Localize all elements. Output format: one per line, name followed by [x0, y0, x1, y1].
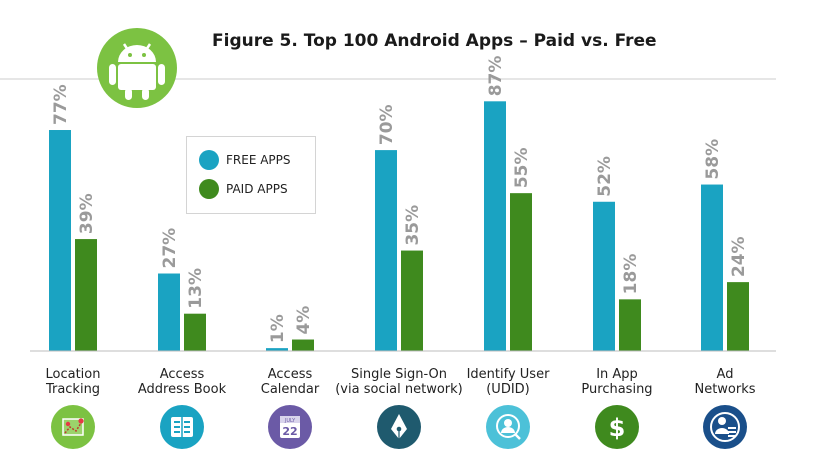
- svg-text:$: $: [609, 414, 626, 442]
- user-info-icon: [703, 405, 747, 449]
- bar-free-7: [701, 184, 723, 351]
- category-label-line: Calendar: [260, 382, 320, 397]
- legend-label-paid: PAID APPS: [226, 182, 288, 196]
- map-pin-icon: [51, 405, 95, 449]
- category-label-5: Identify User (UDID): [443, 367, 573, 397]
- value-label-free-1: 77%: [51, 84, 71, 125]
- pen-nib-icon: [377, 405, 421, 449]
- value-label-paid-2: 13%: [186, 268, 206, 309]
- bar-free-4: [375, 150, 397, 351]
- category-label-line: Purchasing: [581, 382, 653, 397]
- category-label-line: (via social network): [335, 382, 463, 397]
- category-label-7: Ad Networks: [660, 367, 790, 397]
- value-label-free-6: 52%: [595, 156, 615, 197]
- category-label-line: Address Book: [137, 382, 227, 397]
- category-label-line: Tracking: [45, 382, 101, 397]
- category-label-1: Location Tracking: [8, 367, 138, 397]
- bar-paid-6: [619, 299, 641, 351]
- bar-free-3: [266, 348, 288, 351]
- legend-item-paid: PAID APPS: [199, 179, 288, 199]
- value-label-free-5: 87%: [486, 56, 506, 97]
- category-label-line: In App: [596, 367, 638, 382]
- value-label-paid-5: 55%: [512, 147, 532, 188]
- bar-paid-2: [184, 313, 206, 351]
- category-label-line: Access: [267, 367, 313, 382]
- android-robot-icon: [109, 43, 165, 100]
- category-label-2: Access Address Book: [117, 367, 247, 397]
- value-label-paid-3: 4%: [294, 306, 314, 335]
- svg-text:22: 22: [282, 425, 297, 438]
- bar-paid-3: [292, 339, 314, 351]
- value-label-free-2: 27%: [160, 228, 180, 269]
- category-label-line: Ad: [716, 367, 734, 382]
- legend-swatch-free: [199, 150, 219, 170]
- category-label-line: Single Sign-On: [351, 367, 447, 382]
- legend-swatch-paid: [199, 179, 219, 199]
- legend: FREE APPS PAID APPS: [186, 136, 316, 214]
- bar-paid-7: [727, 282, 749, 351]
- bars-layer: [49, 101, 749, 351]
- legend-item-free: FREE APPS: [199, 150, 291, 170]
- chart-title: Figure 5. Top 100 Android Apps – Paid vs…: [212, 31, 657, 51]
- bar-free-1: [49, 130, 71, 351]
- value-label-free-7: 58%: [703, 139, 723, 180]
- bar-free-6: [593, 201, 615, 351]
- value-label-paid-1: 39%: [77, 193, 97, 234]
- category-label-line: Identify User: [466, 367, 550, 382]
- bar-paid-4: [401, 250, 423, 351]
- category-label-line: Access: [159, 367, 205, 382]
- category-label-line: (UDID): [486, 382, 530, 397]
- category-label-6: In App Purchasing: [552, 367, 682, 397]
- value-label-paid-6: 18%: [621, 254, 641, 295]
- value-label-free-3: 1%: [268, 314, 288, 343]
- user-fingerprint-icon: [486, 405, 530, 449]
- value-label-free-4: 70%: [377, 104, 397, 145]
- category-label-line: Location: [45, 367, 101, 382]
- calendar-icon: JULY 22: [268, 405, 312, 449]
- value-label-paid-4: 35%: [403, 205, 423, 246]
- value-label-paid-7: 24%: [729, 236, 749, 277]
- bar-paid-5: [510, 193, 532, 351]
- category-label-line: Networks: [694, 382, 756, 397]
- android-logo: [97, 28, 177, 108]
- svg-text:JULY: JULY: [284, 418, 296, 424]
- address-book-icon: [160, 405, 204, 449]
- category-label-4: Single Sign-On (via social network): [334, 367, 464, 397]
- bar-free-2: [158, 273, 180, 351]
- bar-paid-1: [75, 239, 97, 351]
- category-label-3: Access Calendar: [225, 367, 355, 397]
- legend-label-free: FREE APPS: [226, 153, 291, 167]
- dollar-icon: $: [595, 405, 639, 449]
- value-labels-layer: 77% 27% 1% 70% 87% 52% 58% 39% 13% 4% 35% 55% 18% 24%: [51, 56, 749, 344]
- bar-free-5: [484, 101, 506, 351]
